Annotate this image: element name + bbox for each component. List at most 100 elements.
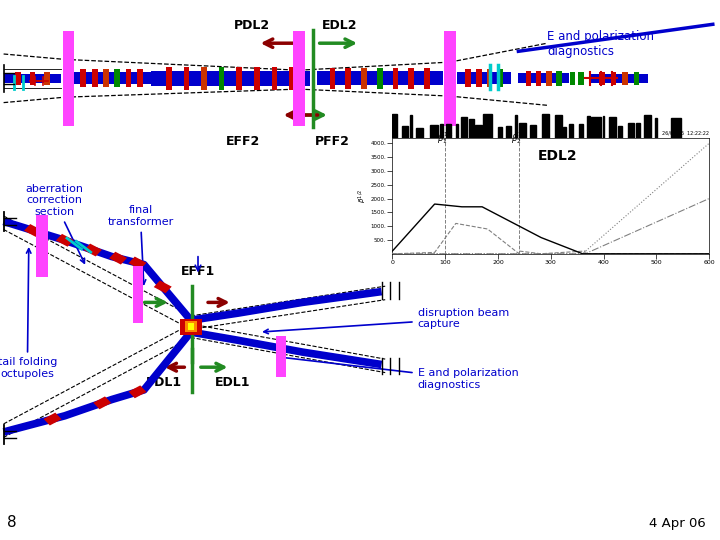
Text: PFF2: PFF2 <box>315 135 350 148</box>
Text: aberration
correction
section: aberration correction section <box>25 184 84 263</box>
Bar <box>188 323 194 330</box>
Bar <box>63 31 74 126</box>
Bar <box>133 266 143 322</box>
Bar <box>487 69 492 87</box>
Y-axis label: $\beta^{1/2}$: $\beta^{1/2}$ <box>356 188 369 203</box>
Bar <box>392 114 397 138</box>
Text: $\beta_2^{1/2}$: $\beta_2^{1/2}$ <box>510 131 528 146</box>
Text: E and polarization
diagnostics: E and polarization diagnostics <box>547 30 654 58</box>
Bar <box>377 68 383 89</box>
Bar <box>536 71 541 85</box>
Bar <box>91 69 97 87</box>
Bar <box>587 116 590 138</box>
Text: 4 Apr 06: 4 Apr 06 <box>649 517 706 530</box>
Bar <box>289 67 295 90</box>
Bar <box>555 114 562 138</box>
Bar <box>81 69 86 87</box>
Bar <box>609 117 616 138</box>
Bar <box>636 123 639 138</box>
Bar <box>84 244 102 256</box>
Text: final
transformer: final transformer <box>107 205 174 284</box>
Bar <box>416 127 423 138</box>
Bar <box>72 72 151 84</box>
Bar <box>578 71 584 85</box>
Bar <box>254 67 260 90</box>
Bar <box>476 69 482 87</box>
Bar <box>126 69 132 87</box>
Bar <box>622 72 628 85</box>
Bar <box>444 31 456 126</box>
Bar <box>569 124 573 138</box>
Bar <box>137 69 143 87</box>
Bar <box>36 214 48 276</box>
Bar <box>392 68 398 89</box>
Text: disruption beam
capture: disruption beam capture <box>264 308 509 334</box>
Bar <box>465 69 471 87</box>
Bar <box>430 125 438 138</box>
Bar <box>515 114 517 138</box>
Bar <box>330 68 336 89</box>
Bar <box>103 69 109 87</box>
Bar <box>590 74 648 83</box>
Bar <box>498 126 502 138</box>
Bar <box>317 71 443 85</box>
Text: PDL2: PDL2 <box>234 19 270 32</box>
Bar <box>440 124 443 138</box>
Bar <box>293 31 305 126</box>
Bar <box>154 280 171 293</box>
Bar <box>599 72 605 85</box>
Bar <box>408 68 414 89</box>
Bar <box>201 67 207 90</box>
Bar <box>219 67 225 90</box>
Bar <box>185 321 197 332</box>
Bar <box>628 123 634 138</box>
Bar <box>546 71 552 85</box>
Text: tail folding
octupoles: tail folding octupoles <box>0 249 57 379</box>
Bar <box>44 72 50 85</box>
Bar <box>654 118 657 138</box>
Text: EDL1: EDL1 <box>215 376 251 389</box>
Bar <box>184 67 189 90</box>
Bar <box>4 74 61 83</box>
Bar <box>506 126 511 138</box>
Bar <box>361 68 367 89</box>
Bar <box>618 126 622 138</box>
Bar <box>271 67 277 90</box>
Bar <box>469 119 474 138</box>
Bar <box>563 127 566 138</box>
Bar <box>591 117 600 138</box>
Bar <box>129 256 146 269</box>
Bar <box>541 114 549 138</box>
Bar <box>603 116 604 138</box>
Bar <box>530 125 536 138</box>
Bar <box>236 67 242 90</box>
Bar <box>526 71 531 85</box>
Bar <box>94 396 111 409</box>
Bar <box>346 68 351 89</box>
Bar <box>30 72 35 85</box>
Text: EFF2: EFF2 <box>226 135 261 148</box>
Bar <box>402 126 408 138</box>
Text: EFF1: EFF1 <box>181 265 215 278</box>
Bar <box>634 72 639 85</box>
Bar <box>456 124 459 138</box>
Bar <box>457 72 511 84</box>
Bar <box>166 67 171 90</box>
Bar <box>570 71 575 85</box>
Bar <box>129 386 146 399</box>
Bar <box>611 72 616 85</box>
Bar <box>410 116 412 138</box>
Text: 26/06/06  12:22:22: 26/06/06 12:22:22 <box>662 130 709 136</box>
Bar <box>475 125 482 138</box>
Bar <box>671 118 680 138</box>
Bar <box>44 413 61 426</box>
Bar <box>556 71 562 85</box>
Bar <box>424 68 430 89</box>
Bar <box>114 69 120 87</box>
Bar <box>519 124 526 138</box>
Bar <box>446 124 451 138</box>
Bar <box>579 124 583 138</box>
Bar <box>644 115 651 138</box>
Text: E and polarization
diagnostics: E and polarization diagnostics <box>278 355 518 390</box>
Bar <box>180 319 202 335</box>
